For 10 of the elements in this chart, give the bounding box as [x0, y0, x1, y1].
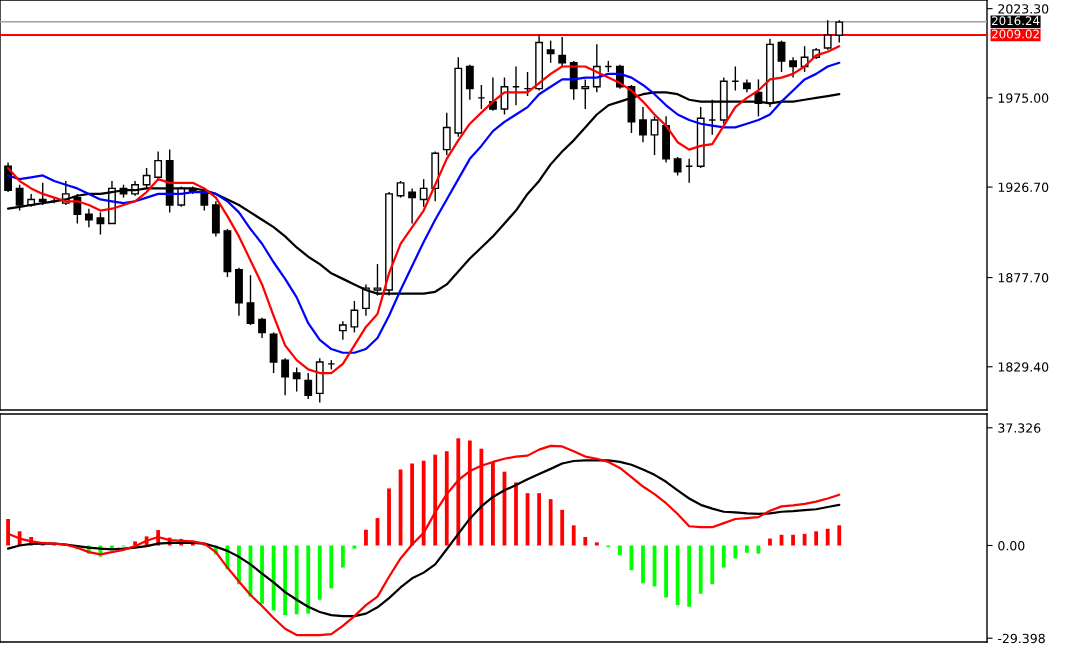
y-tick-label: 0.00 [998, 540, 1025, 551]
ref-line-label: 2016.24 [992, 16, 1040, 26]
ref-line-label: 2009.02 [992, 29, 1039, 39]
y-tick-label: 37.326 [998, 423, 1041, 433]
y-tick-label: -29.398 [998, 633, 1045, 644]
y-tick-label: 1877.70 [998, 273, 1049, 283]
y-tick-label: 1829.40 [998, 362, 1049, 372]
y-tick-label: 2023.30 [998, 4, 1049, 14]
y-tick-label: 1975.00 [998, 93, 1049, 103]
y-tick-label: 1926.70 [998, 182, 1049, 193]
